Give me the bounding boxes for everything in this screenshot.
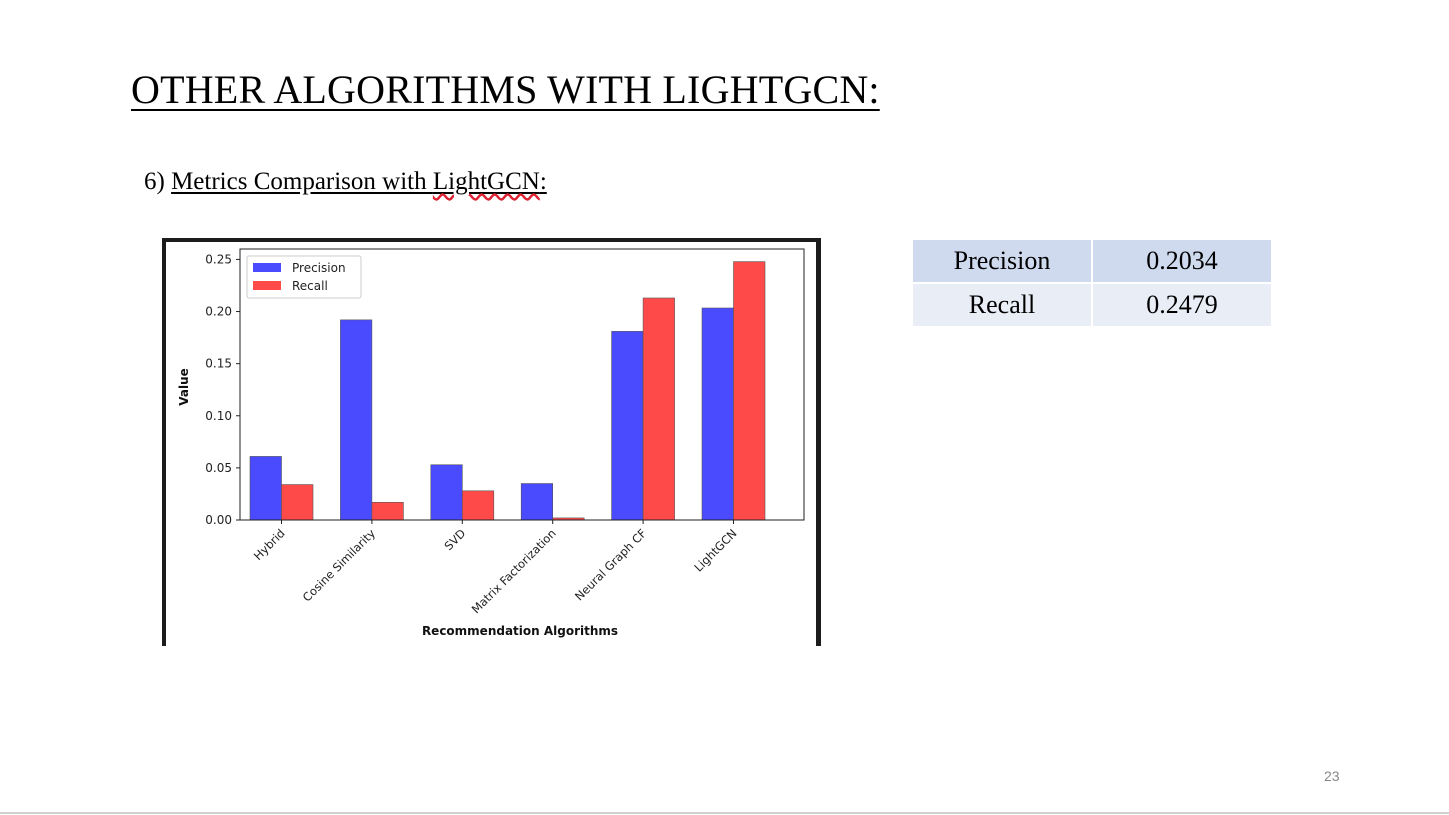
bar-recall [642, 297, 675, 521]
legend-label-recall: Recall [292, 279, 328, 293]
y-axis-label: Value [177, 368, 191, 406]
slide-title: OTHER ALGORITHMS WITH LIGHTGCN: [131, 67, 880, 112]
x-tick-label: Neural Graph CF [572, 526, 649, 603]
table-row: Precision 0.2034 [911, 238, 1273, 284]
bar-precision [340, 319, 373, 521]
y-tick-label: 0.25 [205, 252, 232, 266]
bar-chart: 0.00 0.05 0.10 0.15 0.20 0.25 Hybrid Cosine Sim… [177, 248, 805, 638]
bar-recall [733, 261, 766, 521]
metrics-table: Precision 0.2034 Recall 0.2479 [911, 238, 1273, 328]
bar-recall [371, 501, 404, 521]
y-tick-label: 0.05 [205, 461, 232, 475]
legend-swatch-recall [253, 281, 281, 290]
legend-label-precision: Precision [292, 261, 346, 275]
subtitle-text-c: : [539, 168, 547, 195]
x-tick-label: Hybrid [251, 526, 288, 563]
legend-swatch-precision [253, 263, 281, 272]
table-cell-value: 0.2479 [1091, 282, 1273, 328]
bar-recall [281, 484, 314, 521]
y-tick-label: 0.15 [205, 357, 232, 371]
subtitle-text: Metrics Comparison with LightGCN: [171, 168, 547, 195]
y-tick-label: 0.20 [205, 305, 232, 319]
y-tick-label: 0.10 [205, 409, 232, 423]
page-number: 23 [1324, 768, 1340, 784]
table-cell-label: Recall [911, 282, 1093, 328]
bottom-divider [0, 812, 1449, 814]
table-cell-label: Precision [911, 238, 1093, 284]
x-axis-label: Recommendation Algorithms [422, 624, 618, 638]
x-tick-label: SVD [442, 526, 469, 553]
table-cell-value: 0.2034 [1091, 238, 1273, 284]
chart-image: 0.00 0.05 0.10 0.15 0.20 0.25 Hybrid Cosine Sim… [162, 238, 821, 646]
slide-subtitle: 6) Metrics Comparison with LightGCN: [144, 168, 547, 196]
bar-precision [520, 483, 554, 521]
bar-precision [611, 331, 644, 521]
subtitle-number: 6) [144, 168, 165, 195]
x-tick-label: Matrix Factorization [469, 526, 559, 616]
table-row: Recall 0.2479 [911, 282, 1273, 328]
bar-precision [701, 307, 734, 521]
bar-precision [430, 464, 463, 521]
subtitle-text-b: LightGCN [432, 168, 540, 195]
y-tick-label: 0.00 [205, 513, 232, 527]
bar-precision [249, 456, 282, 521]
bar-recall [461, 490, 495, 521]
subtitle-text-a: Metrics Comparison with [171, 168, 433, 195]
x-tick-label: LightGCN [691, 526, 739, 574]
x-tick-label: Cosine Similarity [300, 526, 378, 604]
plot-area-border [239, 248, 805, 521]
